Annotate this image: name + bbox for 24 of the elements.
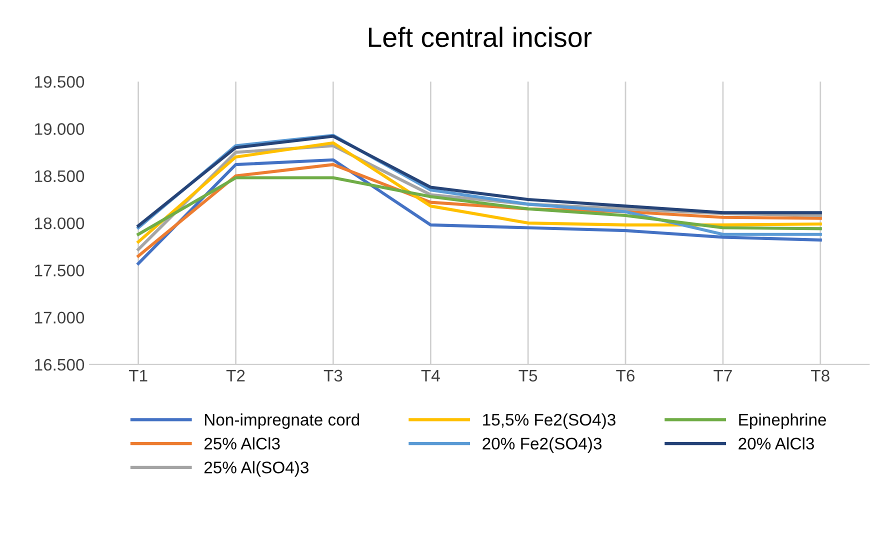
legend-label: 15,5% Fe2(SO4)3 bbox=[483, 413, 616, 429]
x-tick-label: T6 bbox=[616, 370, 635, 382]
x-tick-label: T4 bbox=[421, 370, 440, 382]
x-tick-label: T2 bbox=[226, 370, 245, 382]
y-tick-label: 18.500 bbox=[35, 170, 84, 182]
y-tick-label: 18.000 bbox=[35, 217, 84, 230]
legend-label: Epinephrine bbox=[739, 413, 826, 429]
y-tick-label: 16.500 bbox=[35, 358, 84, 371]
legend-label: 25% AlCl3 bbox=[204, 437, 280, 450]
x-tick-label: T1 bbox=[128, 370, 148, 382]
y-tick-label: 17.000 bbox=[35, 312, 84, 324]
legend-label: Non-impregnate cord bbox=[204, 413, 360, 429]
x-tick-label: T5 bbox=[518, 370, 538, 382]
line-series bbox=[136, 176, 822, 236]
chart-title: Left central incisor bbox=[368, 26, 592, 48]
legend-label: 20% Fe2(SO4)3 bbox=[482, 437, 602, 453]
y-tick-label: 19.500 bbox=[35, 76, 84, 88]
legend-label: 25% Al(SO4)3 bbox=[204, 461, 308, 477]
legend-label: 20% AlCl3 bbox=[738, 437, 814, 450]
x-tick-label: T7 bbox=[714, 370, 732, 382]
x-tick-label: T8 bbox=[811, 370, 830, 382]
y-tick-label: 19.000 bbox=[35, 123, 84, 135]
y-tick-label: 17.500 bbox=[35, 264, 84, 276]
x-tick-label: T3 bbox=[324, 370, 342, 382]
